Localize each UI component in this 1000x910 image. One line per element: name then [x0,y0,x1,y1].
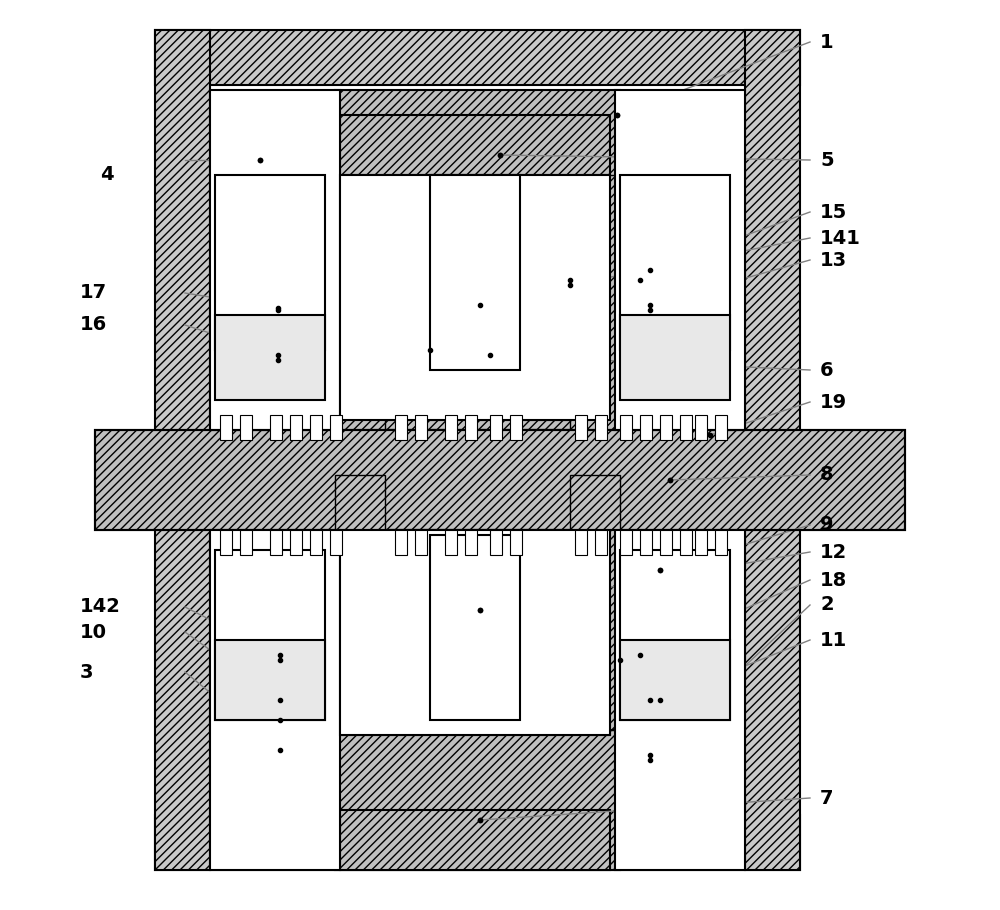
Bar [510,530,522,555]
Bar [445,530,457,555]
Bar [455,545,500,725]
Bar [155,30,800,85]
Bar [620,550,730,720]
Bar [465,415,477,440]
Text: 3: 3 [80,662,94,682]
Bar [290,415,302,440]
Bar [335,90,620,430]
Bar [340,405,610,420]
Bar [620,640,730,720]
Bar [395,530,407,555]
Bar [445,415,457,440]
Text: 2: 2 [820,595,834,614]
Text: 18: 18 [820,571,847,590]
Bar [620,530,632,555]
Bar [335,475,385,730]
Text: 10: 10 [80,622,107,642]
Bar [335,530,620,870]
Text: 1: 1 [820,33,834,52]
Text: 11: 11 [820,631,847,650]
Bar [210,530,340,870]
Bar [330,415,342,440]
Text: 17: 17 [80,284,107,302]
Bar [715,415,727,440]
Bar [595,415,607,440]
Bar [465,530,477,555]
Bar [680,415,692,440]
Bar [640,415,652,440]
Bar [340,810,610,870]
Bar [215,640,325,720]
Bar [455,185,500,375]
Text: 141: 141 [820,228,861,248]
Bar [240,530,252,555]
Bar [490,530,502,555]
Bar [620,175,730,350]
Bar [215,175,325,350]
Bar [430,535,520,720]
Bar [415,415,427,440]
Bar [330,530,342,555]
Bar [490,415,502,440]
Bar [695,530,707,555]
Bar [240,415,252,440]
Bar [335,175,385,430]
Bar [340,175,610,420]
Bar [220,415,232,440]
Text: 19: 19 [820,392,847,411]
Bar [575,415,587,440]
Text: 7: 7 [820,788,834,807]
Bar [575,530,587,555]
Bar [310,415,322,440]
Text: 6: 6 [820,360,834,379]
Bar [220,530,232,555]
Bar [615,90,745,430]
Text: 9: 9 [820,515,834,534]
Bar [215,315,325,400]
Text: 142: 142 [80,598,121,616]
Bar [620,415,632,440]
Bar [595,530,607,555]
Text: 13: 13 [820,250,847,269]
Text: 5: 5 [820,150,834,169]
Bar [615,530,745,870]
Bar [660,530,672,555]
Text: 16: 16 [80,316,107,335]
Bar [570,475,620,730]
Bar [270,415,282,440]
Bar [415,530,427,555]
Bar [310,530,322,555]
Bar [745,30,800,870]
Text: 12: 12 [820,542,847,561]
Bar [340,115,610,175]
Bar [620,315,730,400]
Bar [430,175,520,370]
Text: 15: 15 [820,203,847,221]
Bar [715,530,727,555]
Bar [340,530,610,735]
Bar [215,550,325,720]
Bar [510,415,522,440]
Bar [640,530,652,555]
Bar [210,90,340,430]
Bar [270,530,282,555]
Bar [660,415,672,440]
Bar [395,415,407,440]
Bar [680,530,692,555]
Bar [695,415,707,440]
Bar [155,30,210,870]
Bar [290,530,302,555]
Text: 8: 8 [820,466,834,484]
Bar [95,430,905,530]
Bar [95,430,905,530]
Bar [155,815,800,870]
Bar [570,175,620,430]
Bar [340,720,610,735]
Text: 4: 4 [100,166,114,185]
